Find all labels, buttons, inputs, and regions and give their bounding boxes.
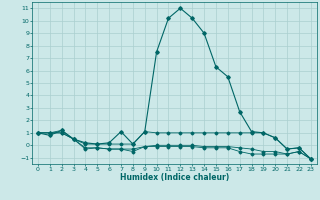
X-axis label: Humidex (Indice chaleur): Humidex (Indice chaleur) xyxy=(120,173,229,182)
